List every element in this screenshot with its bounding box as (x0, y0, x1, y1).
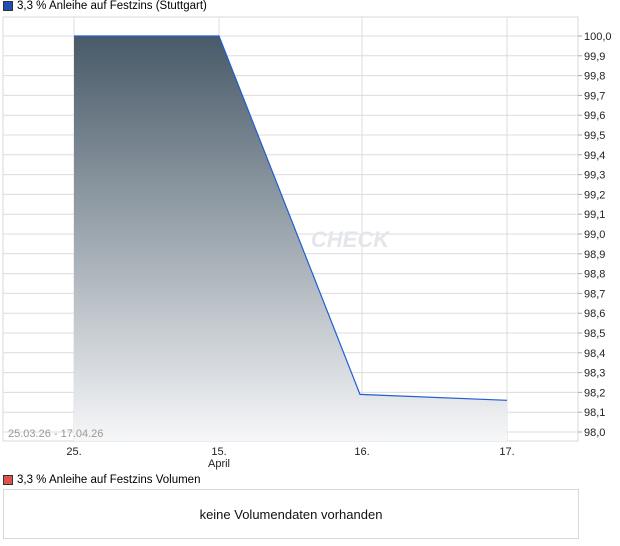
y-tick-label: 99,5 (584, 130, 605, 142)
y-tick-label: 99,1 (584, 209, 605, 221)
legend-main: 3,3 % Anleihe auf Festzins (Stuttgart) (3, 0, 207, 12)
y-tick-label: 99,8 (584, 71, 605, 83)
x-tick-label: 17. (499, 446, 514, 458)
y-tick-label: 98,4 (584, 348, 605, 360)
y-tick-label: 99,9 (584, 51, 605, 63)
y-tick-label: 99,0 (584, 229, 605, 241)
y-tick-label: 98,8 (584, 269, 605, 281)
y-tick-label: 98,3 (584, 368, 605, 380)
y-tick-label: 98,0 (584, 427, 605, 439)
x-tick-label: 16. (354, 446, 369, 458)
x-sublabel: April (208, 458, 230, 470)
y-tick-label: 98,7 (584, 288, 605, 300)
price-line (74, 35, 508, 401)
y-tick-label: 99,3 (584, 170, 605, 182)
y-tick-label: 99,4 (584, 150, 605, 162)
legend-label: 3,3 % Anleihe auf Festzins Volumen (17, 474, 201, 486)
y-tick-label: 98,6 (584, 308, 605, 320)
price-chart: CHECK 98,0 98,1 98,2 98,3 98,4 98,5 98,6 98,7 98… (2, 16, 612, 470)
area-fill (74, 36, 507, 441)
y-tick-label: 100,0 (584, 31, 612, 43)
watermark: CHECK (311, 227, 391, 252)
y-tick-label: 99,6 (584, 110, 605, 122)
y-tick-label: 99,2 (584, 189, 605, 201)
y-tick-label: 98,5 (584, 328, 605, 340)
legend-swatch (3, 475, 13, 485)
legend-swatch (3, 1, 13, 11)
y-tick-label: 98,1 (584, 407, 605, 419)
volume-panel: keine Volumendaten vorhanden (3, 489, 579, 539)
legend-label: 3,3 % Anleihe auf Festzins (Stuttgart) (17, 0, 207, 12)
x-tick-label: 25. (66, 446, 81, 458)
y-tick-label: 98,9 (584, 249, 605, 261)
date-range: 25.03.26 - 17.04.26 (8, 428, 103, 440)
y-tick-label: 98,2 (584, 387, 605, 399)
y-tick-label: 99,7 (584, 90, 605, 102)
x-tick-label: 15. (211, 446, 226, 458)
legend-volume: 3,3 % Anleihe auf Festzins Volumen (3, 474, 200, 486)
volume-message: keine Volumendaten vorhanden (199, 506, 383, 522)
